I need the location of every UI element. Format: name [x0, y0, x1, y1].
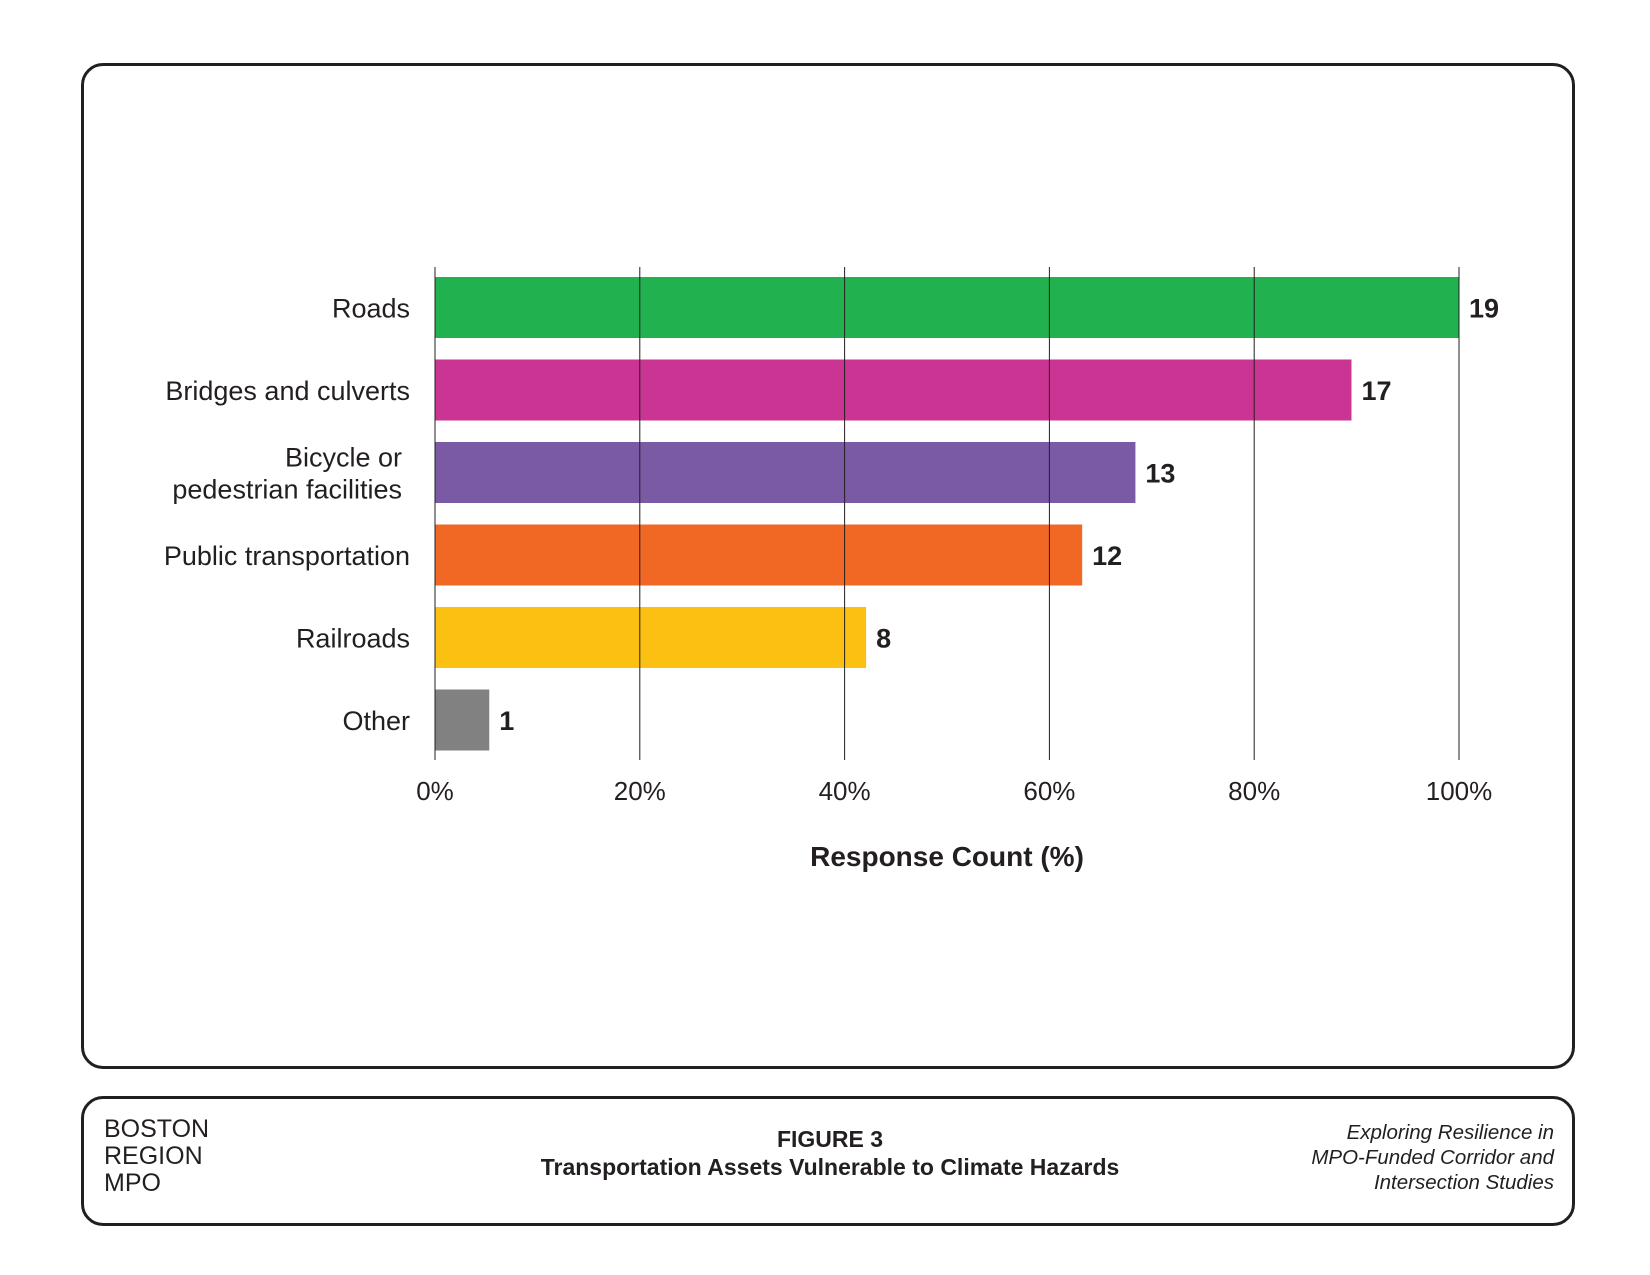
- x-tick-label: 60%: [1023, 776, 1075, 806]
- x-tick-label: 20%: [614, 776, 666, 806]
- footer-frame: [81, 1096, 1575, 1226]
- x-tick-label: 0%: [416, 776, 454, 806]
- data-label: 12: [1092, 541, 1122, 571]
- x-tick-label: 40%: [819, 776, 871, 806]
- data-label: 8: [876, 624, 891, 654]
- org-line: BOSTON: [104, 1115, 210, 1143]
- figure-title: Transportation Assets Vulnerable to Clim…: [540, 1154, 1120, 1180]
- bar: [435, 607, 867, 668]
- category-label: pedestrian facilities: [172, 475, 402, 505]
- data-label: 1: [499, 706, 514, 736]
- category-label: Public transportation: [164, 541, 410, 571]
- category-label: Bicycle or: [285, 443, 402, 473]
- bar: [435, 359, 1352, 421]
- publication-line: MPO-Funded Corridor and: [1311, 1146, 1554, 1169]
- bar-chart: 19 Roads 17 Bridges and culverts 13 Bicycle o…: [164, 267, 1499, 872]
- x-axis-title: Response Count (%): [810, 841, 1084, 872]
- x-tick-label: 100%: [1426, 776, 1493, 806]
- category-label: Railroads: [296, 624, 410, 654]
- x-tick-label: 80%: [1228, 776, 1280, 806]
- org-line: REGION: [104, 1142, 203, 1170]
- data-label: 13: [1145, 459, 1175, 489]
- figure-number: FIGURE 3: [776, 1126, 884, 1152]
- category-label: Bridges and culverts: [165, 376, 410, 406]
- bar: [435, 277, 1459, 338]
- org-line: MPO: [104, 1169, 161, 1197]
- publication-line: Exploring Resilience in: [1346, 1121, 1554, 1144]
- chart-frame: [81, 63, 1575, 1069]
- data-label: 19: [1469, 294, 1499, 324]
- bar: [435, 689, 490, 751]
- publication-title: Exploring Resilience in MPO-Funded Corri…: [1311, 1120, 1554, 1195]
- category-label: Other: [342, 706, 410, 736]
- org-name: BOSTON REGION MPO: [104, 1116, 209, 1197]
- data-label: 17: [1361, 376, 1391, 406]
- category-label: Roads: [332, 294, 410, 324]
- bar: [435, 524, 1083, 586]
- publication-line: Intersection Studies: [1373, 1171, 1554, 1194]
- bar: [435, 442, 1136, 503]
